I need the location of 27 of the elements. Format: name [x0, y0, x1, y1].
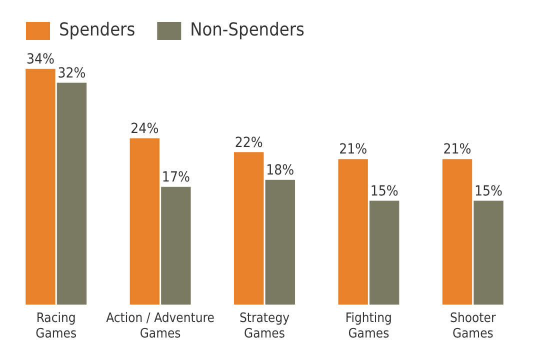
bar [26, 68, 56, 305]
data-label: 24% [130, 120, 159, 137]
legend-label: Non-Spenders [190, 20, 304, 41]
bar [265, 180, 295, 305]
bar [234, 152, 264, 305]
bar [130, 138, 160, 305]
data-label: 21% [339, 142, 368, 158]
legend-label: Spenders [59, 20, 136, 41]
x-tick-label: Action / Adventure Games [106, 310, 215, 342]
bar [369, 200, 400, 305]
bar [56, 82, 87, 305]
x-tick-label: Strategy Games [239, 310, 290, 342]
data-label: 32% [58, 65, 86, 82]
x-tick-label: Racing Games [36, 310, 77, 342]
bar [442, 159, 472, 305]
data-label: 22% [234, 134, 263, 151]
bar [474, 200, 504, 305]
data-label: 21% [443, 142, 472, 158]
data-label: 15% [474, 183, 503, 200]
data-label: 34% [26, 52, 54, 68]
data-label: 18% [266, 162, 294, 179]
x-tick-label: Shooter Games [450, 310, 496, 342]
bar [161, 186, 191, 305]
x-tick-label: Fighting Games [345, 310, 392, 342]
bar [338, 159, 368, 305]
data-label: 15% [370, 183, 398, 200]
data-label: 17% [162, 169, 190, 186]
